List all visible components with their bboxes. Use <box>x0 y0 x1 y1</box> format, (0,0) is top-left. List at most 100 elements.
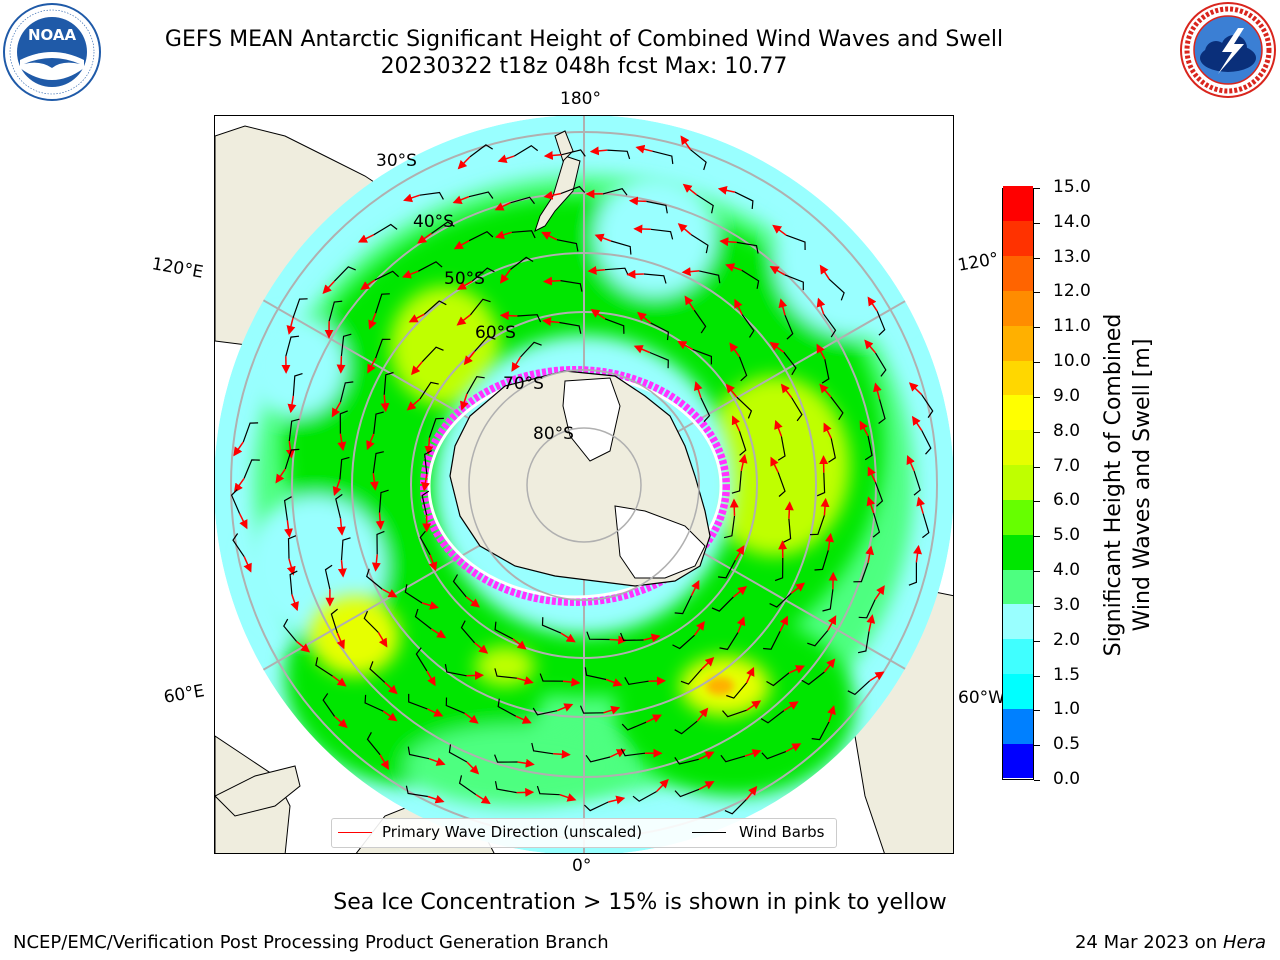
wave-direction-arrow <box>322 280 335 294</box>
wind-barb <box>586 631 610 641</box>
wave-direction-arrow <box>377 632 388 648</box>
wind-barb <box>922 513 930 539</box>
credit-line: NCEP/EMC/Verification Post Processing Pr… <box>13 932 609 953</box>
wave-direction-arrow <box>286 317 296 335</box>
wind-barb <box>738 356 748 382</box>
wind-barb <box>822 589 834 612</box>
wind-barb <box>363 610 379 633</box>
legend-wind-barbs-label: Wind Barbs <box>739 823 825 841</box>
lon-label-60e: 60°E <box>162 681 206 708</box>
wind-barb <box>874 352 887 377</box>
wave-direction-arrow <box>515 715 532 724</box>
wind-barb <box>494 668 517 679</box>
wind-barb <box>620 748 646 757</box>
wave-direction-arrow <box>428 554 438 572</box>
wind-barb <box>375 293 390 314</box>
wave-direction-arrow <box>628 196 647 206</box>
wave-direction-arrow <box>908 382 923 395</box>
wind-barb <box>674 757 699 765</box>
wave-direction-arrow <box>381 588 398 598</box>
wind-barb <box>726 682 748 699</box>
wind-barb <box>421 490 430 516</box>
wave-direction-arrow <box>466 761 480 775</box>
wind-barb <box>847 680 871 696</box>
legend-wind-barb-swatch <box>692 832 726 833</box>
chart-title: GEFS MEAN Antarctic Significant Height o… <box>164 27 1004 52</box>
vector-field <box>230 135 934 815</box>
wave-direction-arrow <box>725 263 742 272</box>
wind-barb <box>510 196 535 205</box>
colorbar-tick-mark <box>1034 257 1040 259</box>
colorbar-tick-label: 9.0 <box>1053 385 1081 406</box>
colorbar-tick-mark <box>1034 675 1040 677</box>
wave-direction-arrow <box>494 230 512 240</box>
wind-barb <box>700 397 711 423</box>
lat-label-70s: 70°S <box>503 374 544 394</box>
wave-direction-arrow <box>371 554 381 572</box>
colorbar-label-line1: Significant Height of Combined <box>1101 313 1126 657</box>
wave-direction-arrow <box>770 456 779 473</box>
wave-direction-arrow <box>717 185 736 195</box>
wave-direction-arrow <box>336 518 346 536</box>
wave-direction-arrow <box>296 640 311 653</box>
wave-direction-arrow <box>336 356 346 374</box>
wind-barb <box>830 396 844 421</box>
wind-barb <box>610 240 632 255</box>
wave-direction-arrow <box>779 615 788 632</box>
wave-direction-arrow <box>746 666 755 684</box>
wave-direction-arrow <box>562 677 581 687</box>
wave-direction-arrow <box>368 313 377 330</box>
wave-direction-arrow <box>866 614 876 632</box>
wave-direction-arrow <box>497 154 515 164</box>
wind-barb <box>736 396 753 419</box>
wind-barb <box>510 256 534 270</box>
wave-direction-arrow <box>411 361 423 376</box>
colorbar-tick-mark <box>1034 327 1040 329</box>
wave-direction-arrow <box>463 351 476 366</box>
wind-barb <box>731 470 742 494</box>
wave-direction-arrow <box>369 473 379 491</box>
chart-subtitle: 20230322 t18z 048h fcst Max: 10.77 <box>380 54 788 79</box>
colorbar-tick-label: 3.0 <box>1053 594 1081 615</box>
wind-barb <box>383 371 394 395</box>
colorbar-band <box>1003 743 1033 779</box>
wind-barb <box>643 273 667 284</box>
wind-barb <box>763 631 781 650</box>
wave-direction-arrow <box>417 232 432 244</box>
wind-barb <box>872 512 881 538</box>
wind-barb <box>878 399 886 424</box>
wave-direction-arrow <box>275 468 286 484</box>
wave-direction-arrow <box>475 793 491 805</box>
wind-barb <box>541 617 562 634</box>
wave-direction-arrow <box>426 670 436 687</box>
wave-direction-arrow <box>633 224 651 234</box>
wave-direction-arrow <box>729 498 739 516</box>
colorbar-tick-mark <box>1034 501 1040 503</box>
wave-direction-arrow <box>635 144 653 154</box>
wind-barb <box>232 533 245 558</box>
wave-direction-arrow <box>243 556 252 573</box>
wave-direction-arrow <box>738 453 748 472</box>
wind-barb <box>283 496 292 521</box>
wind-barb <box>418 261 443 272</box>
wave-direction-arrow <box>656 778 669 793</box>
wave-direction-arrow <box>719 237 737 247</box>
wave-direction-arrow <box>512 638 527 650</box>
wind-barb <box>513 144 539 157</box>
wave-direction-arrow <box>637 311 652 324</box>
wave-direction-arrow <box>380 394 390 413</box>
wave-direction-arrow <box>682 183 697 196</box>
wave-direction-arrow <box>466 670 484 680</box>
wind-barb <box>556 239 579 252</box>
colorbar-tick-mark <box>1034 362 1040 364</box>
wave-direction-arrow <box>864 339 877 354</box>
sea-ice-footnote: Sea Ice Concentration > 15% is shown in … <box>333 890 947 915</box>
wave-direction-arrow <box>543 150 562 160</box>
colorbar-tick-mark <box>1034 222 1040 224</box>
map-legend: Primary Wave Direction (unscaled) Wind B… <box>331 818 837 848</box>
wind-barb <box>672 634 695 650</box>
wind-barb <box>823 313 837 338</box>
wave-direction-arrow <box>516 676 534 685</box>
wave-direction-arrow <box>541 231 558 241</box>
colorbar-band <box>1003 186 1033 222</box>
